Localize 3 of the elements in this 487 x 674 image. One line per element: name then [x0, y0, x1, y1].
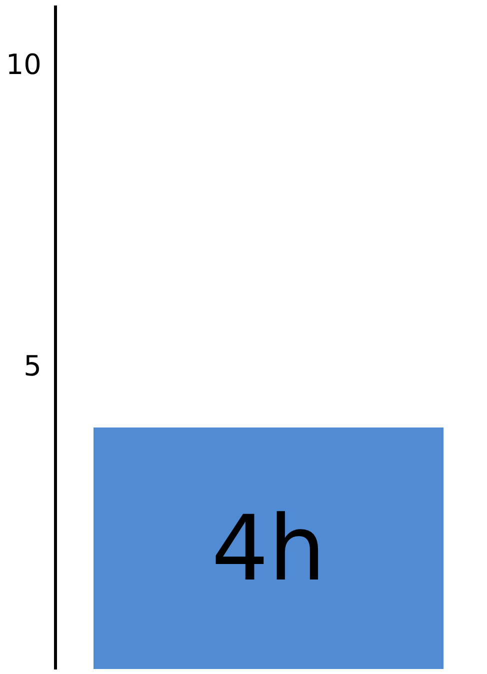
data-label: 4h: [211, 496, 326, 602]
y-tick-label: 10: [6, 48, 42, 81]
y-tick-label: 5: [24, 350, 42, 383]
